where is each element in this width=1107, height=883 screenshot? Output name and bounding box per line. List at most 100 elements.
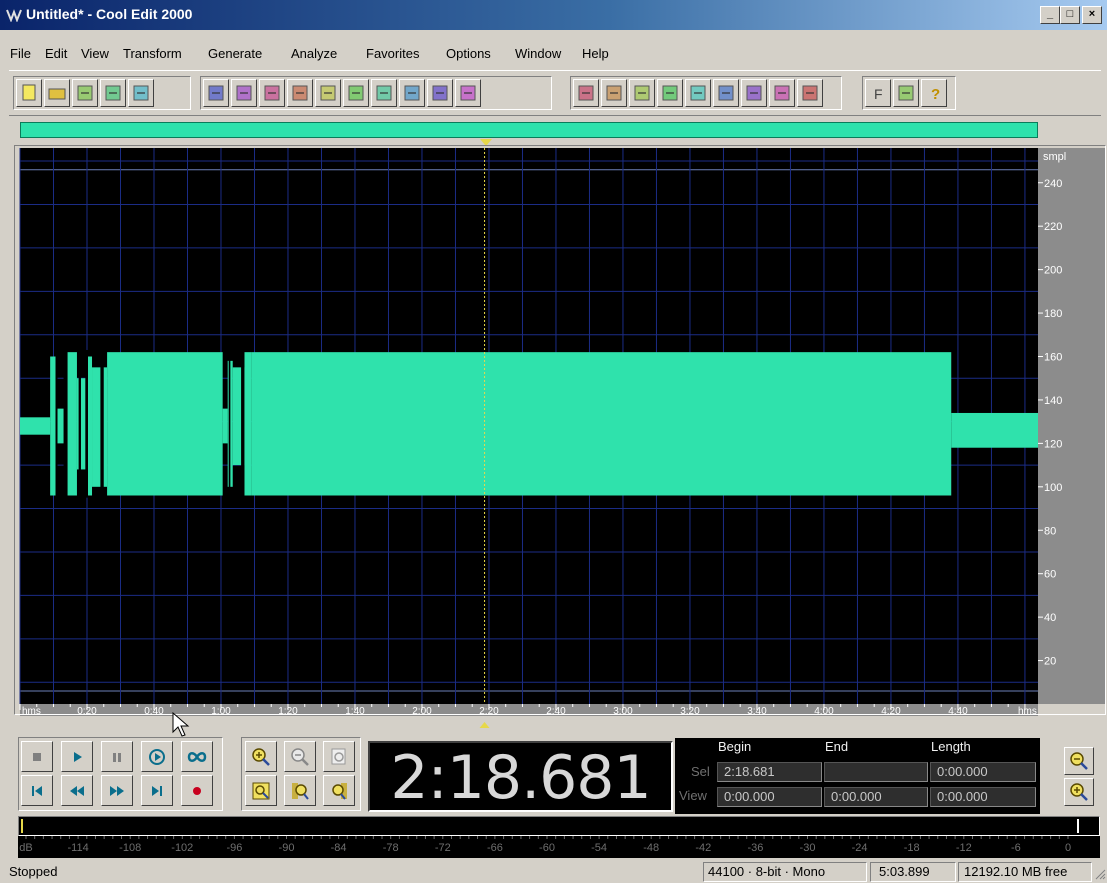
x-tick-label: 3:40: [747, 706, 767, 717]
rewind-icon: [70, 785, 84, 796]
play-button[interactable]: [61, 741, 93, 772]
open-file-button[interactable]: [44, 79, 70, 107]
close-file-button[interactable]: [128, 79, 154, 107]
menu-transform[interactable]: Transform: [123, 46, 182, 61]
zoom-in-button[interactable]: [245, 741, 277, 772]
zoom-in-vertical-icon: [1070, 783, 1088, 801]
spectral-view-button[interactable]: [629, 79, 655, 107]
meter-scale-label: -114: [67, 842, 88, 854]
y-axis-panel: [1038, 148, 1106, 704]
copy-icon: [292, 85, 308, 101]
meter-scale-label: -66: [487, 842, 503, 854]
maximize-button[interactable]: □: [1060, 6, 1080, 24]
zoom-right-button[interactable]: [323, 775, 355, 806]
meter-scale-label: -108: [119, 842, 141, 854]
zoom-left-button[interactable]: [284, 775, 316, 806]
scissors-button[interactable]: [343, 79, 369, 107]
undo-button[interactable]: [203, 79, 229, 107]
open-file-icon: [48, 88, 66, 100]
menu-help[interactable]: Help: [582, 46, 609, 61]
overview-bar[interactable]: [20, 122, 1038, 138]
pause-button[interactable]: [101, 741, 133, 772]
stop-button[interactable]: [21, 741, 53, 772]
go-to-start-button[interactable]: [21, 775, 53, 806]
meter-scale-label: -36: [747, 842, 763, 854]
repeat-button[interactable]: [231, 79, 257, 107]
save-all-button[interactable]: [100, 79, 126, 107]
menu-favorites[interactable]: Favorites: [366, 46, 420, 61]
y-tick-label: 80: [1044, 525, 1056, 537]
new-file-button[interactable]: [16, 79, 42, 107]
paste-button[interactable]: [371, 79, 397, 107]
axis-corner: [1038, 704, 1106, 716]
zoom-out-vertical-button[interactable]: [1064, 747, 1094, 775]
menu-generate[interactable]: Generate: [208, 46, 263, 61]
menu-options[interactable]: Options: [446, 46, 491, 61]
script-button[interactable]: [893, 79, 919, 107]
fast-forward-button[interactable]: [101, 775, 133, 806]
save-button[interactable]: [72, 79, 98, 107]
sel-length-field[interactable]: 0:00.000: [930, 762, 1036, 782]
meter-scale-label: -84: [331, 842, 347, 854]
sel-end-field[interactable]: [824, 762, 928, 782]
cd-button[interactable]: [741, 79, 767, 107]
x-tick-label: 2:40: [546, 706, 566, 717]
loop-button[interactable]: [181, 741, 213, 772]
menu-edit[interactable]: Edit: [45, 46, 68, 61]
zoom-out-button[interactable]: [284, 741, 316, 772]
view-end-field[interactable]: 0:00.000: [824, 787, 928, 807]
y-tick-label: 220: [1044, 221, 1062, 233]
grid-c-button[interactable]: [713, 79, 739, 107]
waveform-segment: [50, 356, 57, 496]
copy-to-new-button[interactable]: [315, 79, 341, 107]
play-icon: [74, 751, 82, 762]
loop-button[interactable]: [573, 79, 599, 107]
rewind-button[interactable]: [61, 775, 93, 806]
mix-paste-button[interactable]: [427, 79, 453, 107]
close-icon: ×: [1088, 8, 1096, 20]
grid-b-button[interactable]: [685, 79, 711, 107]
waveform-gap: [63, 349, 68, 498]
copy-button[interactable]: [287, 79, 313, 107]
svg-text:?: ?: [931, 86, 940, 103]
menu-file[interactable]: File: [10, 46, 31, 61]
view-row-label: View: [679, 788, 707, 803]
view-length-field[interactable]: 0:00.000: [930, 787, 1036, 807]
loop-infinity-icon: [187, 751, 207, 762]
mouse-cursor-icon: [172, 712, 190, 737]
zoom-in-vertical-button[interactable]: [1064, 778, 1094, 806]
meter-scale: dB -114 -108 -102 -96 -90 -84 -78 -72 -66 -60 -54 -4…: [18, 836, 1100, 858]
zoom-selection-button[interactable]: [245, 775, 277, 806]
help-button[interactable]: ?: [921, 79, 947, 107]
status-format[interactable]: 44100 · 8-bit · Mono: [703, 862, 867, 882]
resize-grip-icon[interactable]: [1092, 866, 1106, 880]
waveform-view-button[interactable]: [601, 79, 627, 107]
cd-burn-button[interactable]: [797, 79, 823, 107]
frequency-button[interactable]: F: [865, 79, 891, 107]
close-button[interactable]: ×: [1082, 6, 1102, 24]
title-bar[interactable]: Untitled* - Cool Edit 2000 _ □ ×: [0, 0, 1107, 30]
menu-view[interactable]: View: [81, 46, 109, 61]
trim-button[interactable]: [455, 79, 481, 107]
maximize-icon: □: [1066, 8, 1074, 20]
preview-button[interactable]: [769, 79, 795, 107]
toolbar-group-file: [13, 76, 191, 110]
grid-a-button[interactable]: [657, 79, 683, 107]
meter-scale-label: -6: [1011, 842, 1021, 854]
menu-analyze[interactable]: Analyze: [291, 46, 338, 61]
zoom-full-button[interactable]: [323, 741, 355, 772]
y-tick-label: 120: [1044, 438, 1062, 450]
zoom-right-icon: [332, 782, 347, 800]
play-to-end-button[interactable]: [141, 741, 173, 772]
cut-wave-button[interactable]: [259, 79, 285, 107]
x-tick-label: 3:00: [613, 706, 633, 717]
meter-scale-label: dB: [19, 842, 32, 854]
paste-new-button[interactable]: [399, 79, 425, 107]
go-to-end-button[interactable]: [141, 775, 173, 806]
record-button[interactable]: [181, 775, 213, 806]
sel-begin-field[interactable]: 2:18.681: [717, 762, 822, 782]
menu-window[interactable]: Window: [515, 46, 562, 61]
view-begin-field[interactable]: 0:00.000: [717, 787, 822, 807]
minimize-button[interactable]: _: [1040, 6, 1060, 24]
